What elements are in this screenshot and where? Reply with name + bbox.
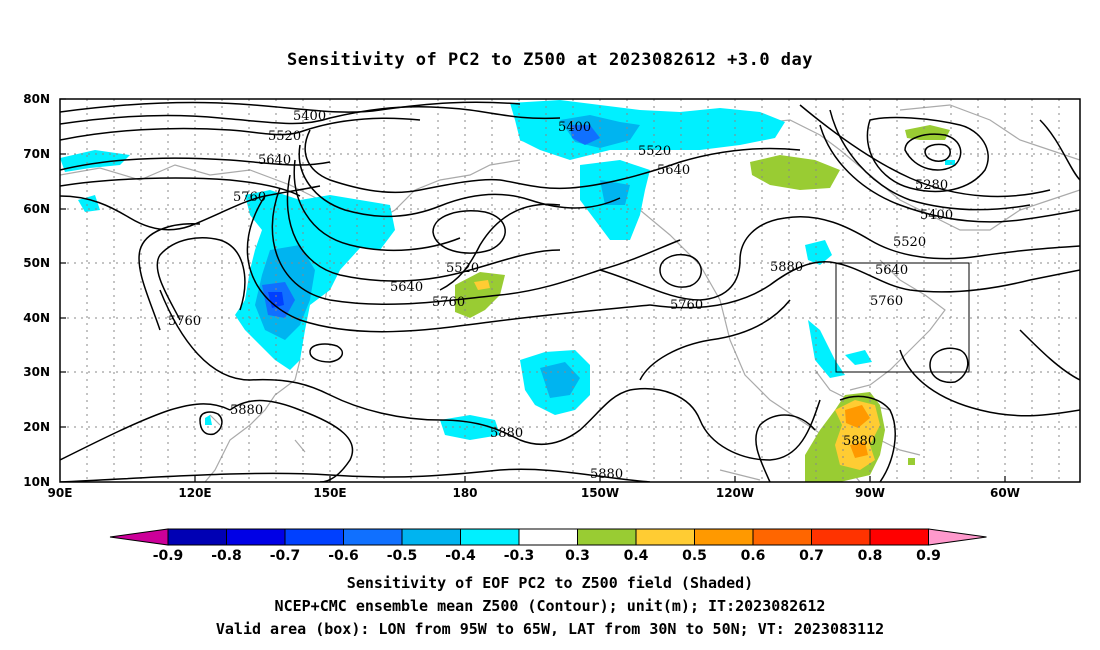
colorbar-swatch	[460, 528, 520, 546]
colorbar-label: 0.8	[858, 548, 883, 564]
x-axis-labels: 90E 120E 150E 180 150W 120W 90W 60W	[48, 486, 1020, 500]
colorbar-label: 0.9	[916, 548, 941, 564]
x-tick-label: 60W	[990, 486, 1020, 500]
contour-label: 5400	[920, 208, 953, 223]
contour-label: 5640	[390, 280, 423, 295]
contour-label: 5760	[432, 295, 465, 310]
contour-label: 5400	[558, 120, 591, 135]
x-tick-label: 150W	[581, 486, 619, 500]
negative-sensitivity-shading	[60, 100, 955, 440]
colorbar-label: 0.7	[799, 548, 824, 564]
contour-label: 5880	[590, 467, 623, 482]
x-tick-label: 180	[452, 486, 477, 500]
contour-label: 5880	[770, 260, 803, 275]
positive-sensitivity-shading	[455, 125, 950, 482]
y-tick-label: 10N	[23, 475, 50, 489]
colorbar-swatch	[518, 528, 578, 546]
colorbar-swatch	[401, 528, 461, 546]
colorbar-label: -0.6	[328, 548, 359, 564]
colorbar-swatch	[284, 528, 344, 546]
x-tick-label: 150E	[313, 486, 346, 500]
colorbar-label: -0.9	[153, 548, 184, 564]
coastlines	[60, 104, 1080, 482]
colorbar-swatch	[343, 528, 403, 546]
contour-label: 5520	[268, 129, 301, 144]
contour-label: 5760	[670, 298, 703, 313]
caption-valid-area: Valid area (box): LON from 95W to 65W, L…	[215, 620, 885, 638]
colorbar-label: 0.5	[682, 548, 707, 564]
contour-label: 5760	[233, 190, 266, 205]
colorbar-label: -0.7	[270, 548, 301, 564]
y-tick-label: 40N	[23, 311, 50, 325]
contour-labels: 5400 5520 5640 5760 5760 5400 5520 5640 …	[168, 109, 953, 482]
colorbar-label: 0.3	[565, 548, 590, 564]
y-tick-label: 20N	[23, 420, 50, 434]
contour-label: 5280	[915, 178, 948, 193]
colorbar-label: 0.6	[741, 548, 766, 564]
colorbar-swatch	[869, 528, 929, 546]
colorbar-swatch	[752, 528, 812, 546]
x-tick-label: 90W	[855, 486, 885, 500]
colorbar-swatch	[694, 528, 754, 546]
contour-label: 5640	[875, 263, 908, 278]
colorbar-swatch	[167, 528, 227, 546]
y-tick-label: 80N	[23, 92, 50, 106]
colorbar-swatch	[577, 528, 637, 546]
y-tick-label: 30N	[23, 365, 50, 379]
colorbar-label: 0.4	[624, 548, 649, 564]
contour-label: 5880	[490, 426, 523, 441]
contour-label: 5640	[657, 163, 690, 178]
colorbar-label: -0.5	[387, 548, 418, 564]
contour-label: 5640	[258, 153, 291, 168]
contour-label: 5520	[893, 235, 926, 250]
valid-area-box	[835, 262, 970, 373]
y-tick-label: 70N	[23, 147, 50, 161]
colorbar: -0.9 -0.8 -0.7 -0.6 -0.5 -0.4 -0.3 0.3 0.4 0.5 0.6…	[109, 528, 987, 564]
axis-ticks	[60, 98, 1006, 482]
colorbar-swatch	[226, 528, 286, 546]
colorbar-swatch	[811, 528, 871, 546]
y-tick-label: 50N	[23, 256, 50, 270]
colorbar-high-arrow	[928, 528, 987, 546]
colorbar-label: -0.4	[445, 548, 476, 564]
z500-contours	[60, 101, 1080, 482]
contour-label: 5760	[168, 314, 201, 329]
y-tick-label: 60N	[23, 202, 50, 216]
x-tick-label: 120W	[716, 486, 754, 500]
y-axis-labels: 80N 70N 60N 50N 40N 30N 20N 10N	[23, 92, 50, 489]
caption-shading: Sensitivity of EOF PC2 to Z500 field (Sh…	[346, 574, 754, 592]
x-tick-label: 120E	[178, 486, 211, 500]
contour-label: 5880	[843, 434, 876, 449]
colorbar-swatch	[635, 528, 695, 546]
contour-label: 5400	[293, 109, 326, 124]
chart-title: Sensitivity of PC2 to Z500 at 2023082612…	[286, 50, 813, 70]
colorbar-low-arrow	[109, 528, 169, 546]
caption-contour: NCEP+CMC ensemble mean Z500 (Contour); u…	[274, 597, 826, 615]
contour-label: 5760	[870, 294, 903, 309]
colorbar-label: -0.8	[211, 548, 242, 564]
plot-frame	[59, 98, 1081, 483]
contour-label: 5880	[230, 403, 263, 418]
contour-label: 5520	[638, 144, 671, 159]
colorbar-label: -0.3	[504, 548, 535, 564]
contour-label: 5520	[446, 261, 479, 276]
x-tick-label: 90E	[48, 486, 73, 500]
